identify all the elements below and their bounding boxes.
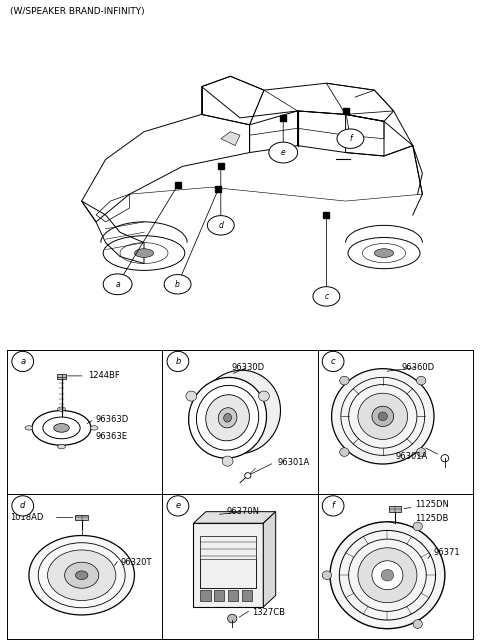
Circle shape: [228, 614, 237, 623]
Text: f: f: [349, 134, 352, 143]
Bar: [214, 589, 225, 601]
Circle shape: [340, 447, 349, 456]
Bar: [200, 559, 255, 588]
Circle shape: [381, 569, 394, 581]
Polygon shape: [263, 512, 276, 607]
Ellipse shape: [218, 408, 237, 428]
Ellipse shape: [90, 426, 98, 430]
Text: 96370N: 96370N: [227, 507, 260, 516]
Bar: [200, 536, 255, 588]
Circle shape: [322, 571, 332, 580]
Text: 1244BF: 1244BF: [88, 371, 120, 381]
Polygon shape: [221, 132, 240, 146]
Ellipse shape: [206, 395, 250, 441]
Circle shape: [103, 274, 132, 295]
Circle shape: [207, 216, 234, 235]
Ellipse shape: [200, 370, 280, 454]
Circle shape: [313, 287, 340, 306]
Text: 1125DN: 1125DN: [415, 500, 449, 509]
Ellipse shape: [374, 248, 394, 257]
Circle shape: [167, 496, 189, 516]
Ellipse shape: [54, 424, 69, 432]
Circle shape: [372, 406, 394, 426]
Text: c: c: [331, 357, 336, 366]
Ellipse shape: [189, 377, 266, 458]
Ellipse shape: [65, 562, 99, 588]
Bar: [200, 589, 211, 601]
Text: 96360D: 96360D: [402, 363, 435, 372]
Polygon shape: [193, 512, 276, 523]
Bar: [75, 515, 88, 520]
Circle shape: [330, 522, 445, 629]
Ellipse shape: [134, 248, 154, 257]
Text: b: b: [175, 357, 180, 366]
Bar: [241, 589, 252, 601]
Text: e: e: [175, 501, 180, 510]
Circle shape: [340, 376, 349, 385]
Text: 96301A: 96301A: [277, 458, 310, 467]
Circle shape: [441, 455, 449, 462]
Text: 96301A: 96301A: [395, 452, 428, 462]
Text: 1327CB: 1327CB: [252, 608, 286, 618]
Circle shape: [245, 473, 251, 478]
Ellipse shape: [29, 535, 134, 615]
Ellipse shape: [25, 426, 33, 430]
Ellipse shape: [58, 444, 65, 449]
Text: 1018AD: 1018AD: [10, 513, 44, 522]
Circle shape: [12, 496, 34, 516]
Text: f: f: [332, 501, 335, 510]
Circle shape: [167, 351, 189, 372]
Circle shape: [332, 369, 434, 464]
Text: 96330D: 96330D: [231, 363, 264, 372]
Circle shape: [222, 456, 233, 466]
Circle shape: [337, 129, 364, 148]
Circle shape: [12, 351, 34, 372]
Bar: [228, 589, 239, 601]
Text: 96363E: 96363E: [96, 432, 128, 441]
Circle shape: [358, 548, 417, 603]
Bar: [57, 374, 66, 379]
Circle shape: [413, 620, 422, 629]
Circle shape: [378, 412, 387, 421]
Polygon shape: [193, 523, 263, 607]
Circle shape: [417, 447, 426, 456]
Circle shape: [358, 393, 408, 439]
Circle shape: [186, 391, 197, 401]
Text: c: c: [324, 292, 328, 301]
Text: 1125DB: 1125DB: [415, 514, 449, 523]
Circle shape: [417, 376, 426, 385]
Circle shape: [413, 522, 422, 531]
Ellipse shape: [224, 413, 231, 422]
Circle shape: [372, 561, 403, 589]
Bar: [389, 506, 401, 512]
Circle shape: [269, 142, 298, 163]
Text: 96371: 96371: [434, 548, 461, 557]
Text: d: d: [218, 221, 223, 230]
Text: 96363D: 96363D: [96, 415, 129, 424]
Text: (W/SPEAKER BRAND-INFINITY): (W/SPEAKER BRAND-INFINITY): [10, 7, 144, 16]
Ellipse shape: [75, 571, 88, 580]
Circle shape: [322, 496, 344, 516]
Text: 96320T: 96320T: [120, 558, 152, 567]
Text: b: b: [175, 280, 180, 289]
Text: a: a: [20, 357, 25, 366]
Text: d: d: [20, 501, 25, 510]
Ellipse shape: [48, 550, 116, 600]
Text: a: a: [115, 280, 120, 289]
Circle shape: [164, 275, 191, 294]
Text: e: e: [281, 148, 286, 157]
Ellipse shape: [58, 407, 65, 412]
Circle shape: [258, 391, 269, 401]
Circle shape: [322, 351, 344, 372]
